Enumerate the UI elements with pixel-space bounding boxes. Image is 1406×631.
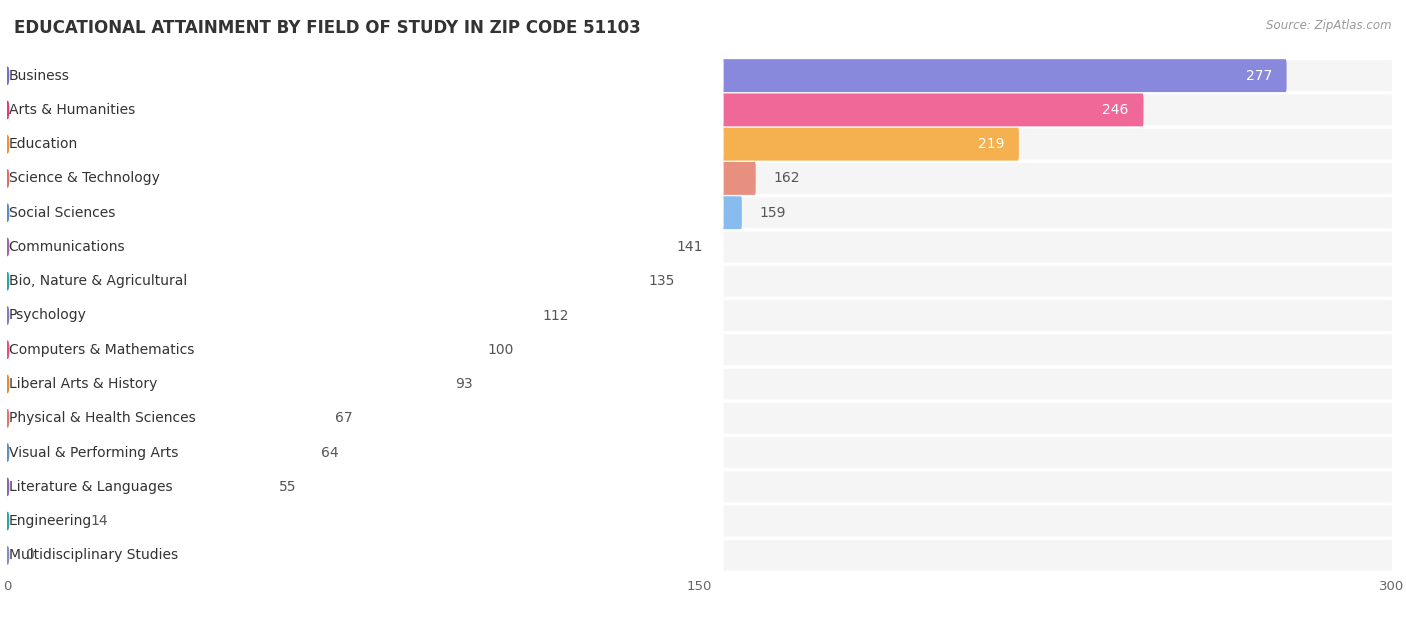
FancyBboxPatch shape — [7, 129, 1392, 160]
Circle shape — [7, 307, 8, 324]
Circle shape — [7, 547, 8, 564]
FancyBboxPatch shape — [6, 402, 318, 435]
Text: Social Sciences: Social Sciences — [8, 206, 115, 220]
Text: EDUCATIONAL ATTAINMENT BY FIELD OF STUDY IN ZIP CODE 51103: EDUCATIONAL ATTAINMENT BY FIELD OF STUDY… — [14, 19, 641, 37]
Text: Science & Technology: Science & Technology — [8, 172, 159, 186]
Circle shape — [7, 136, 8, 153]
FancyBboxPatch shape — [6, 468, 724, 506]
Text: 64: 64 — [321, 445, 339, 459]
Text: Physical & Health Sciences: Physical & Health Sciences — [8, 411, 195, 425]
Text: Bio, Nature & Agricultural: Bio, Nature & Agricultural — [8, 274, 187, 288]
Text: 162: 162 — [773, 172, 800, 186]
Circle shape — [7, 102, 8, 119]
Text: 112: 112 — [543, 309, 569, 322]
FancyBboxPatch shape — [6, 125, 724, 163]
FancyBboxPatch shape — [6, 333, 470, 366]
FancyBboxPatch shape — [6, 399, 724, 437]
FancyBboxPatch shape — [6, 127, 1019, 161]
Text: 14: 14 — [90, 514, 108, 528]
Text: 67: 67 — [335, 411, 353, 425]
Text: 159: 159 — [759, 206, 786, 220]
FancyBboxPatch shape — [7, 471, 1392, 502]
FancyBboxPatch shape — [6, 297, 724, 334]
FancyBboxPatch shape — [6, 536, 724, 575]
FancyBboxPatch shape — [7, 95, 1392, 126]
FancyBboxPatch shape — [6, 59, 1286, 92]
FancyBboxPatch shape — [6, 194, 724, 232]
FancyBboxPatch shape — [6, 162, 755, 195]
FancyBboxPatch shape — [7, 300, 1392, 331]
Text: 93: 93 — [454, 377, 472, 391]
FancyBboxPatch shape — [7, 266, 1392, 297]
Text: 277: 277 — [1246, 69, 1272, 83]
Text: Psychology: Psychology — [8, 309, 86, 322]
Text: Business: Business — [8, 69, 69, 83]
FancyBboxPatch shape — [6, 505, 73, 538]
FancyBboxPatch shape — [6, 93, 1143, 126]
FancyBboxPatch shape — [7, 232, 1392, 262]
Text: Education: Education — [8, 137, 77, 151]
FancyBboxPatch shape — [7, 60, 1392, 91]
FancyBboxPatch shape — [6, 262, 724, 300]
FancyBboxPatch shape — [7, 369, 1392, 399]
Text: Arts & Humanities: Arts & Humanities — [8, 103, 135, 117]
FancyBboxPatch shape — [7, 437, 1392, 468]
Circle shape — [7, 410, 8, 427]
FancyBboxPatch shape — [6, 368, 437, 401]
Circle shape — [7, 375, 8, 392]
Text: Communications: Communications — [8, 240, 125, 254]
Text: Source: ZipAtlas.com: Source: ZipAtlas.com — [1267, 19, 1392, 32]
Circle shape — [7, 239, 8, 256]
Circle shape — [7, 204, 8, 221]
FancyBboxPatch shape — [6, 56, 724, 95]
Circle shape — [7, 512, 8, 529]
Circle shape — [7, 170, 8, 187]
FancyBboxPatch shape — [6, 228, 724, 266]
Circle shape — [7, 444, 8, 461]
FancyBboxPatch shape — [6, 470, 262, 504]
FancyBboxPatch shape — [6, 436, 304, 469]
Text: 100: 100 — [486, 343, 513, 357]
FancyBboxPatch shape — [6, 299, 524, 332]
FancyBboxPatch shape — [7, 163, 1392, 194]
Text: Engineering: Engineering — [8, 514, 91, 528]
Text: 55: 55 — [280, 480, 297, 494]
Text: 135: 135 — [648, 274, 675, 288]
FancyBboxPatch shape — [6, 196, 742, 229]
FancyBboxPatch shape — [6, 502, 724, 540]
FancyBboxPatch shape — [6, 91, 724, 129]
FancyBboxPatch shape — [6, 230, 659, 263]
Text: 141: 141 — [676, 240, 703, 254]
Text: Visual & Performing Arts: Visual & Performing Arts — [8, 445, 179, 459]
FancyBboxPatch shape — [7, 403, 1392, 433]
Text: Computers & Mathematics: Computers & Mathematics — [8, 343, 194, 357]
Text: 0: 0 — [25, 548, 34, 562]
FancyBboxPatch shape — [7, 540, 1392, 571]
FancyBboxPatch shape — [7, 334, 1392, 365]
FancyBboxPatch shape — [6, 365, 724, 403]
Circle shape — [7, 341, 8, 358]
Circle shape — [7, 478, 8, 495]
FancyBboxPatch shape — [6, 331, 724, 369]
Text: 219: 219 — [977, 137, 1004, 151]
Circle shape — [7, 273, 8, 290]
FancyBboxPatch shape — [6, 265, 631, 298]
FancyBboxPatch shape — [7, 198, 1392, 228]
FancyBboxPatch shape — [6, 433, 724, 472]
Text: Literature & Languages: Literature & Languages — [8, 480, 172, 494]
Text: 246: 246 — [1102, 103, 1129, 117]
Circle shape — [7, 67, 8, 84]
FancyBboxPatch shape — [7, 505, 1392, 536]
Text: Liberal Arts & History: Liberal Arts & History — [8, 377, 157, 391]
FancyBboxPatch shape — [6, 159, 724, 198]
Text: Multidisciplinary Studies: Multidisciplinary Studies — [8, 548, 177, 562]
